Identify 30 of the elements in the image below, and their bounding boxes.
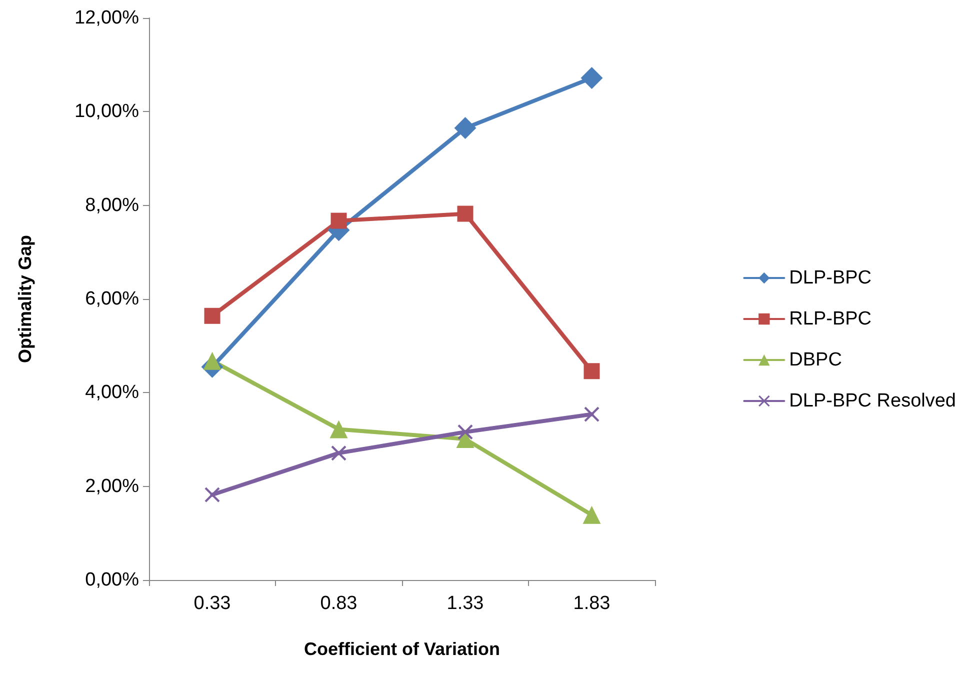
point xyxy=(330,420,348,438)
point xyxy=(204,487,220,502)
x-axis-title: Coefficient of Variation xyxy=(304,639,500,659)
point xyxy=(580,66,603,89)
legend-label: RLP-BPC xyxy=(789,308,872,330)
y-tick-label: 12,00% xyxy=(74,8,140,28)
legend-label: DLP-BPC xyxy=(789,268,872,288)
x-tick-label: 0.83 xyxy=(320,593,358,614)
point xyxy=(458,424,473,440)
y-axis-title: Optimality Gap xyxy=(15,234,35,364)
legend-label: DBPC xyxy=(789,350,842,370)
point xyxy=(454,117,476,140)
y-tick-label: 10,00% xyxy=(74,101,140,122)
y-tick-label: 6,00% xyxy=(85,288,140,310)
point xyxy=(457,206,474,222)
point xyxy=(204,308,220,324)
point xyxy=(330,212,347,229)
x-tick-label: 1.83 xyxy=(573,593,610,614)
x-tick-label: 0.33 xyxy=(194,593,231,614)
x-tick-label: 1.33 xyxy=(446,593,484,614)
y-tick-label: 8,00% xyxy=(85,194,140,216)
legend-label: DLP-BPC Resolved xyxy=(789,390,956,412)
point xyxy=(584,406,600,422)
y-tick-label: 0,00% xyxy=(85,570,140,590)
y-tick-label: 2,00% xyxy=(85,476,140,497)
point xyxy=(331,446,346,461)
point xyxy=(456,430,474,448)
point xyxy=(584,363,600,380)
y-tick-label: 4,00% xyxy=(85,382,140,404)
point xyxy=(582,506,601,524)
